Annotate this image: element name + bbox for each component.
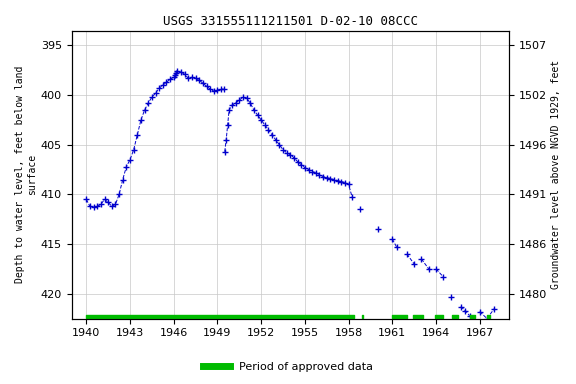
Y-axis label: Groundwater level above NGVD 1929, feet: Groundwater level above NGVD 1929, feet xyxy=(551,60,561,289)
Title: USGS 331555111211501 D-02-10 08CCC: USGS 331555111211501 D-02-10 08CCC xyxy=(163,15,418,28)
Legend: Period of approved data: Period of approved data xyxy=(198,358,378,377)
Y-axis label: Depth to water level, feet below land
surface: Depth to water level, feet below land su… xyxy=(15,66,37,283)
